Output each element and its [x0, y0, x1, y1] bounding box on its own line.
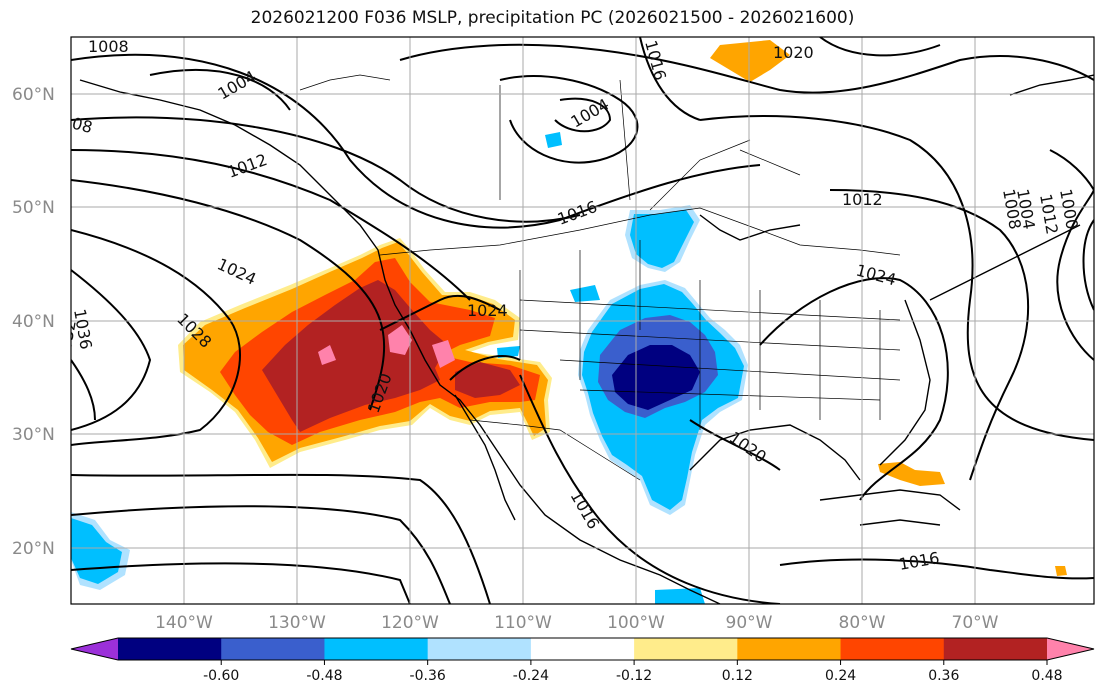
- colorbar-segment: [118, 638, 222, 660]
- colorbar-segment: [634, 638, 738, 660]
- lat-label: 40°N: [12, 312, 55, 332]
- lon-label: 120°W: [381, 613, 439, 633]
- lon-label: 100°W: [607, 613, 665, 633]
- latitude-axis: 60°N 50°N 40°N 30°N 20°N: [12, 85, 55, 559]
- longitude-axis: 140°W 130°W 120°W 110°W 100°W 90°W 80°W …: [155, 613, 999, 633]
- map-title: 2026021200 F036 MSLP, precipitation PC (…: [250, 8, 855, 28]
- colorbar-tick-label: 0.36: [928, 668, 959, 684]
- isobar-contours: [71, 37, 1094, 604]
- lon-label: 110°W: [494, 613, 552, 633]
- lat-label: 20°N: [12, 539, 55, 559]
- colorbar-segment: [427, 638, 532, 660]
- isobar-label: 1008: [88, 37, 129, 56]
- colorbar-tick-label: -0.48: [306, 668, 342, 684]
- coastlines: [79, 74, 1094, 604]
- colorbar-tick-label: 0.12: [722, 668, 753, 684]
- colorbar-outline: [70, 637, 1095, 661]
- isobar-label: 1032: [54, 319, 80, 362]
- lon-label: 130°W: [268, 613, 326, 633]
- lon-label: 70°W: [952, 613, 999, 633]
- political-borders: [299, 74, 901, 481]
- colorbar-over-arrow: [1047, 638, 1094, 660]
- lon-label: 140°W: [155, 613, 213, 633]
- colorbar-under-arrow: [71, 638, 118, 660]
- lat-label: 30°N: [12, 425, 55, 445]
- colorbar-tick-label: -0.24: [513, 668, 549, 684]
- isobar-label: 1024: [467, 301, 508, 320]
- lon-label: 80°W: [839, 613, 886, 633]
- map-frame: [70, 36, 1095, 605]
- lon-label: 90°W: [726, 613, 773, 633]
- colorbar-tick-label: 0.48: [1031, 668, 1062, 684]
- colorbar-tick-label: -0.60: [203, 668, 239, 684]
- isobar-label: 1012: [842, 190, 883, 209]
- colorbar-segment: [840, 638, 945, 660]
- lat-label: 50°N: [12, 198, 55, 218]
- colorbar-tick-label: -0.36: [410, 668, 446, 684]
- colorbar-tick-label: -0.12: [616, 668, 652, 684]
- colorbar-tick-label: 0.24: [825, 668, 856, 684]
- graticule: [71, 37, 1094, 604]
- colorbar: -0.60 -0.48 -0.36 -0.24 -0.12 0.12 0.24 0.36 0.4…: [70, 637, 1095, 684]
- isobar-label: 08: [70, 114, 95, 138]
- colorbar-segment: [221, 638, 325, 660]
- colorbar-segment: [324, 638, 429, 660]
- colorbar-segment: [737, 638, 842, 660]
- map-area: 1008 1004 1016 1004 1020 08 1012 1012 10…: [54, 37, 1094, 604]
- lat-label: 60°N: [12, 85, 55, 105]
- colorbar-segment: [530, 638, 635, 660]
- isobar-label: 1020: [773, 43, 814, 62]
- colorbar-segment: [943, 638, 1048, 660]
- isobar-label-group: 1008 1004 1016 1004 1020 08 1012 1012 10…: [54, 37, 1082, 574]
- negative-anomaly-central: [71, 132, 748, 604]
